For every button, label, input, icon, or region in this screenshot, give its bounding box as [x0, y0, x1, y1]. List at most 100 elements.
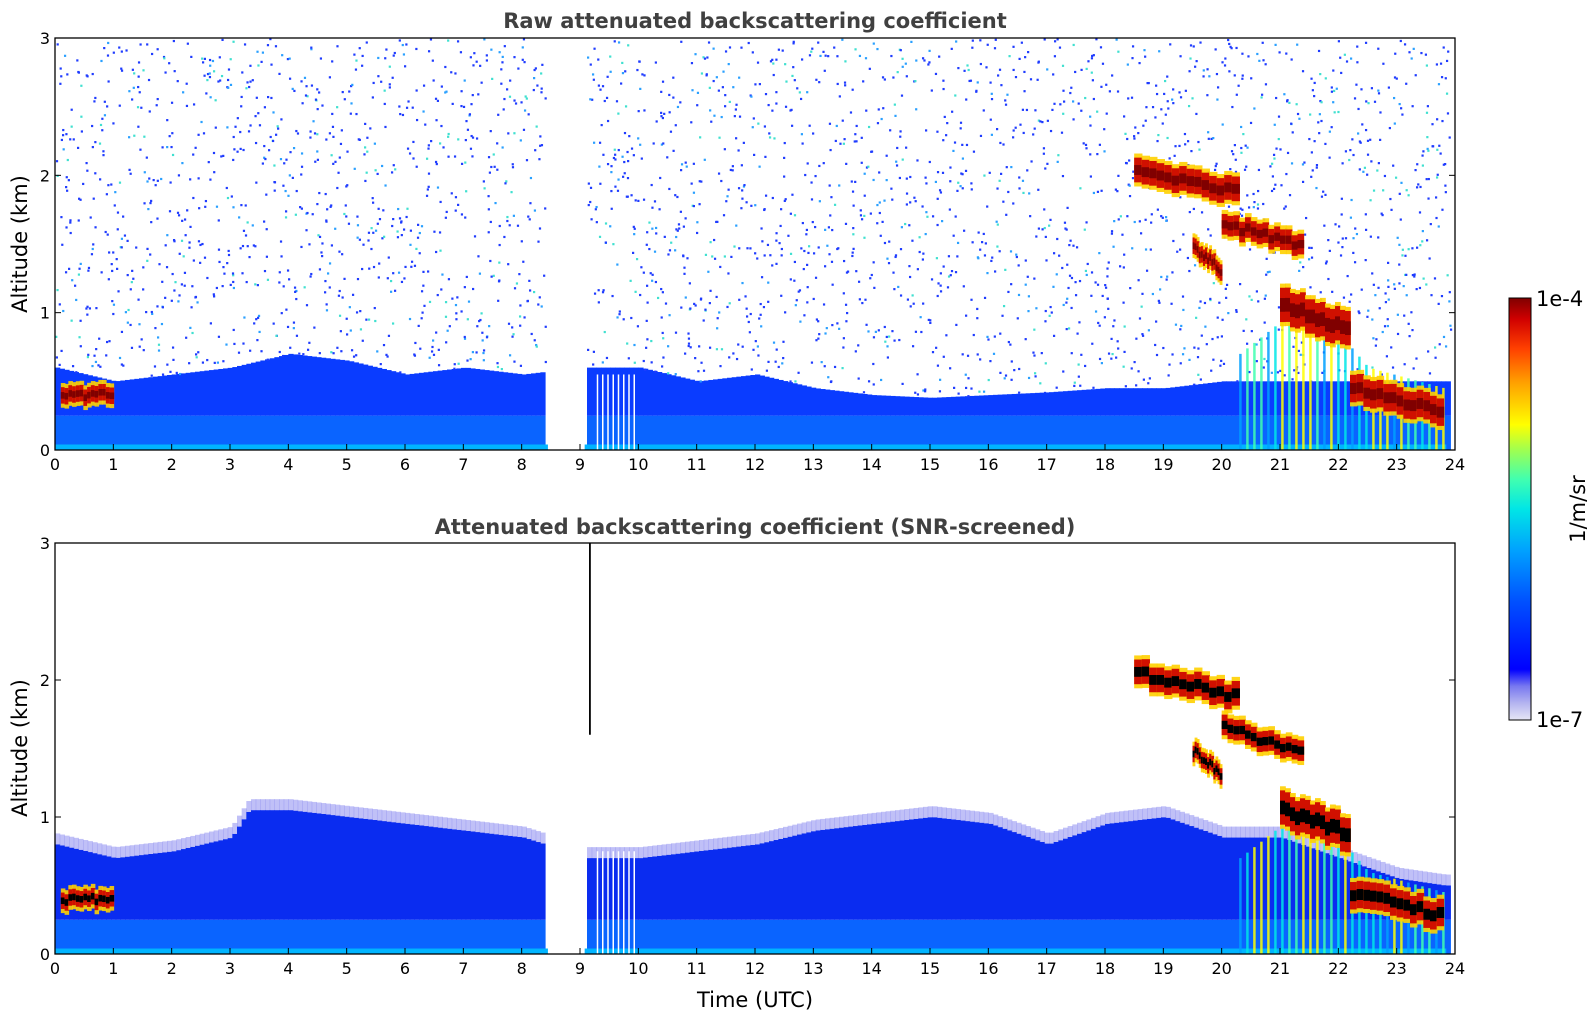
noise-speck — [1009, 343, 1012, 346]
noise-speck — [771, 196, 774, 200]
noise-speck — [94, 172, 97, 175]
noise-speck — [1061, 266, 1064, 270]
noise-speck — [1229, 168, 1232, 171]
noise-speck — [145, 156, 148, 159]
noise-speck — [529, 202, 532, 205]
noise-speck — [1053, 102, 1056, 105]
noise-speck — [1094, 310, 1098, 313]
noise-speck — [789, 380, 792, 383]
bl-lower-cell — [125, 415, 131, 450]
noise-speck — [244, 204, 247, 207]
noise-speck — [1323, 224, 1326, 227]
noise-speck — [1256, 52, 1259, 56]
noise-speck — [726, 305, 729, 309]
noise-speck — [118, 104, 121, 107]
bl-upper-cell — [367, 819, 373, 920]
noise-speck — [1015, 253, 1018, 256]
noise-speck — [983, 296, 987, 300]
noise-speck — [720, 115, 723, 119]
noise-speck — [1013, 369, 1016, 372]
noise-speck — [1341, 237, 1344, 240]
noise-speck — [690, 62, 694, 65]
bl-upper-cell — [381, 821, 387, 920]
noise-speck — [685, 165, 688, 168]
transition-cell — [1249, 826, 1255, 838]
noise-speck — [487, 195, 490, 198]
bl-upper-cell — [293, 354, 299, 416]
noise-speck — [774, 360, 777, 363]
bl-upper-cell — [1268, 837, 1274, 920]
noise-speck — [217, 248, 221, 251]
bl-upper-cell — [904, 820, 910, 920]
transition-cell — [195, 834, 201, 846]
noise-speck — [116, 211, 120, 214]
noise-speck — [615, 100, 619, 103]
transition-cell — [1016, 822, 1022, 834]
noise-speck — [1032, 133, 1035, 136]
noise-speck — [1310, 151, 1313, 154]
bl-lower-cell — [531, 919, 537, 954]
noise-speck — [1257, 189, 1260, 193]
noise-speck — [390, 290, 393, 293]
bl-lower-cell — [974, 415, 980, 450]
noise-speck — [70, 108, 73, 111]
bl-upper-cell — [1142, 819, 1148, 920]
noise-speck — [899, 294, 903, 297]
noise-speck — [1364, 228, 1368, 231]
noise-speck — [901, 65, 904, 68]
noise-speck — [1117, 347, 1120, 350]
cloud-core-cell — [1383, 892, 1391, 904]
noise-speck — [841, 119, 844, 122]
bl-lower-cell — [815, 919, 821, 954]
transition-cell — [344, 805, 350, 817]
noise-speck — [1334, 223, 1337, 226]
noise-speck — [229, 283, 232, 287]
noise-speck — [401, 113, 405, 117]
noise-speck — [328, 76, 332, 79]
bl-upper-cell — [209, 370, 215, 416]
noise-speck — [1279, 148, 1282, 151]
bl-lower-cell — [1235, 415, 1241, 450]
noise-speck — [773, 137, 776, 140]
noise-speck — [91, 124, 94, 128]
noise-speck — [1056, 160, 1059, 163]
transition-cell — [839, 816, 845, 828]
noise-speck — [801, 58, 804, 61]
noise-speck — [1252, 192, 1255, 196]
noise-speck — [936, 294, 939, 298]
noise-speck — [1069, 239, 1072, 242]
noise-speck — [979, 358, 982, 361]
noise-speck — [1156, 208, 1159, 211]
transition-cell — [391, 811, 397, 823]
noise-speck — [137, 61, 141, 64]
noise-speck — [336, 45, 339, 48]
noise-speck — [1255, 360, 1258, 363]
noise-speck — [789, 212, 792, 215]
noise-speck — [983, 254, 987, 257]
noise-speck — [1044, 320, 1047, 323]
noise-speck — [921, 57, 925, 60]
noise-speck — [130, 346, 134, 349]
noise-speck — [415, 247, 418, 251]
bl-lower-cell — [1408, 415, 1414, 450]
noise-speck — [609, 55, 612, 58]
noise-speck — [227, 68, 231, 71]
noise-speck — [1012, 129, 1015, 132]
noise-speck — [664, 302, 668, 305]
noise-speck — [334, 160, 337, 163]
noise-speck — [1270, 189, 1274, 193]
bl-lower-cell — [59, 919, 65, 954]
transition-cell — [115, 846, 121, 858]
noise-speck — [998, 179, 1001, 182]
precip-streak — [1302, 808, 1305, 954]
bl-lower-cell — [395, 415, 401, 450]
noise-speck — [738, 298, 741, 301]
noise-speck — [1372, 283, 1375, 286]
noise-speck — [249, 80, 252, 83]
noise-speck — [190, 306, 193, 309]
x-tick-label: 2 — [167, 455, 177, 474]
transition-cell — [1161, 806, 1167, 818]
noise-speck — [709, 109, 712, 112]
noise-speck — [831, 283, 834, 286]
bl-lower-cell — [335, 415, 341, 450]
